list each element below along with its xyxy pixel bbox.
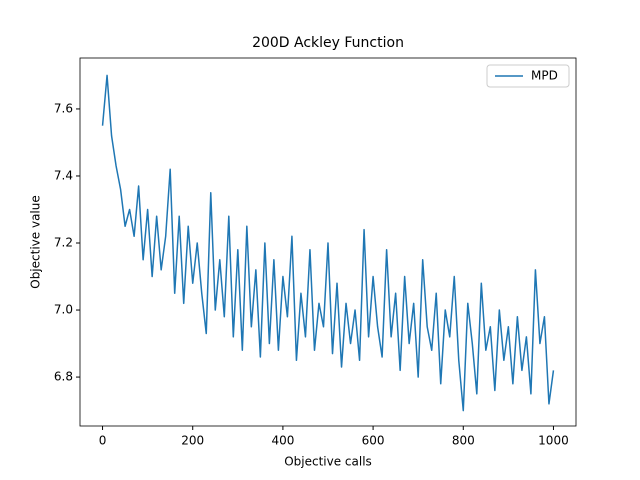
legend-box [486,64,570,88]
x-tick-label: 1000 [538,434,569,448]
legend-label: MPD [531,69,558,83]
y-tick-label: 7.0 [54,303,73,317]
y-tick-label: 6.8 [54,370,73,384]
y-axis-label: Objective value [29,195,43,289]
axes-frame [79,57,577,427]
chart-title: 200D Ackley Function [252,35,404,51]
x-tick-label: 400 [271,434,294,448]
y-tick-label: 7.2 [54,236,73,250]
x-axis-label: Objective calls [284,455,372,469]
x-tick-label: 0 [99,434,107,448]
y-tick-label: 7.4 [54,168,73,182]
x-tick-label: 200 [181,434,204,448]
x-tick-label: 800 [452,434,475,448]
y-tick-label: 7.6 [54,101,73,115]
x-tick-label: 600 [362,434,385,448]
line-series [101,74,555,412]
